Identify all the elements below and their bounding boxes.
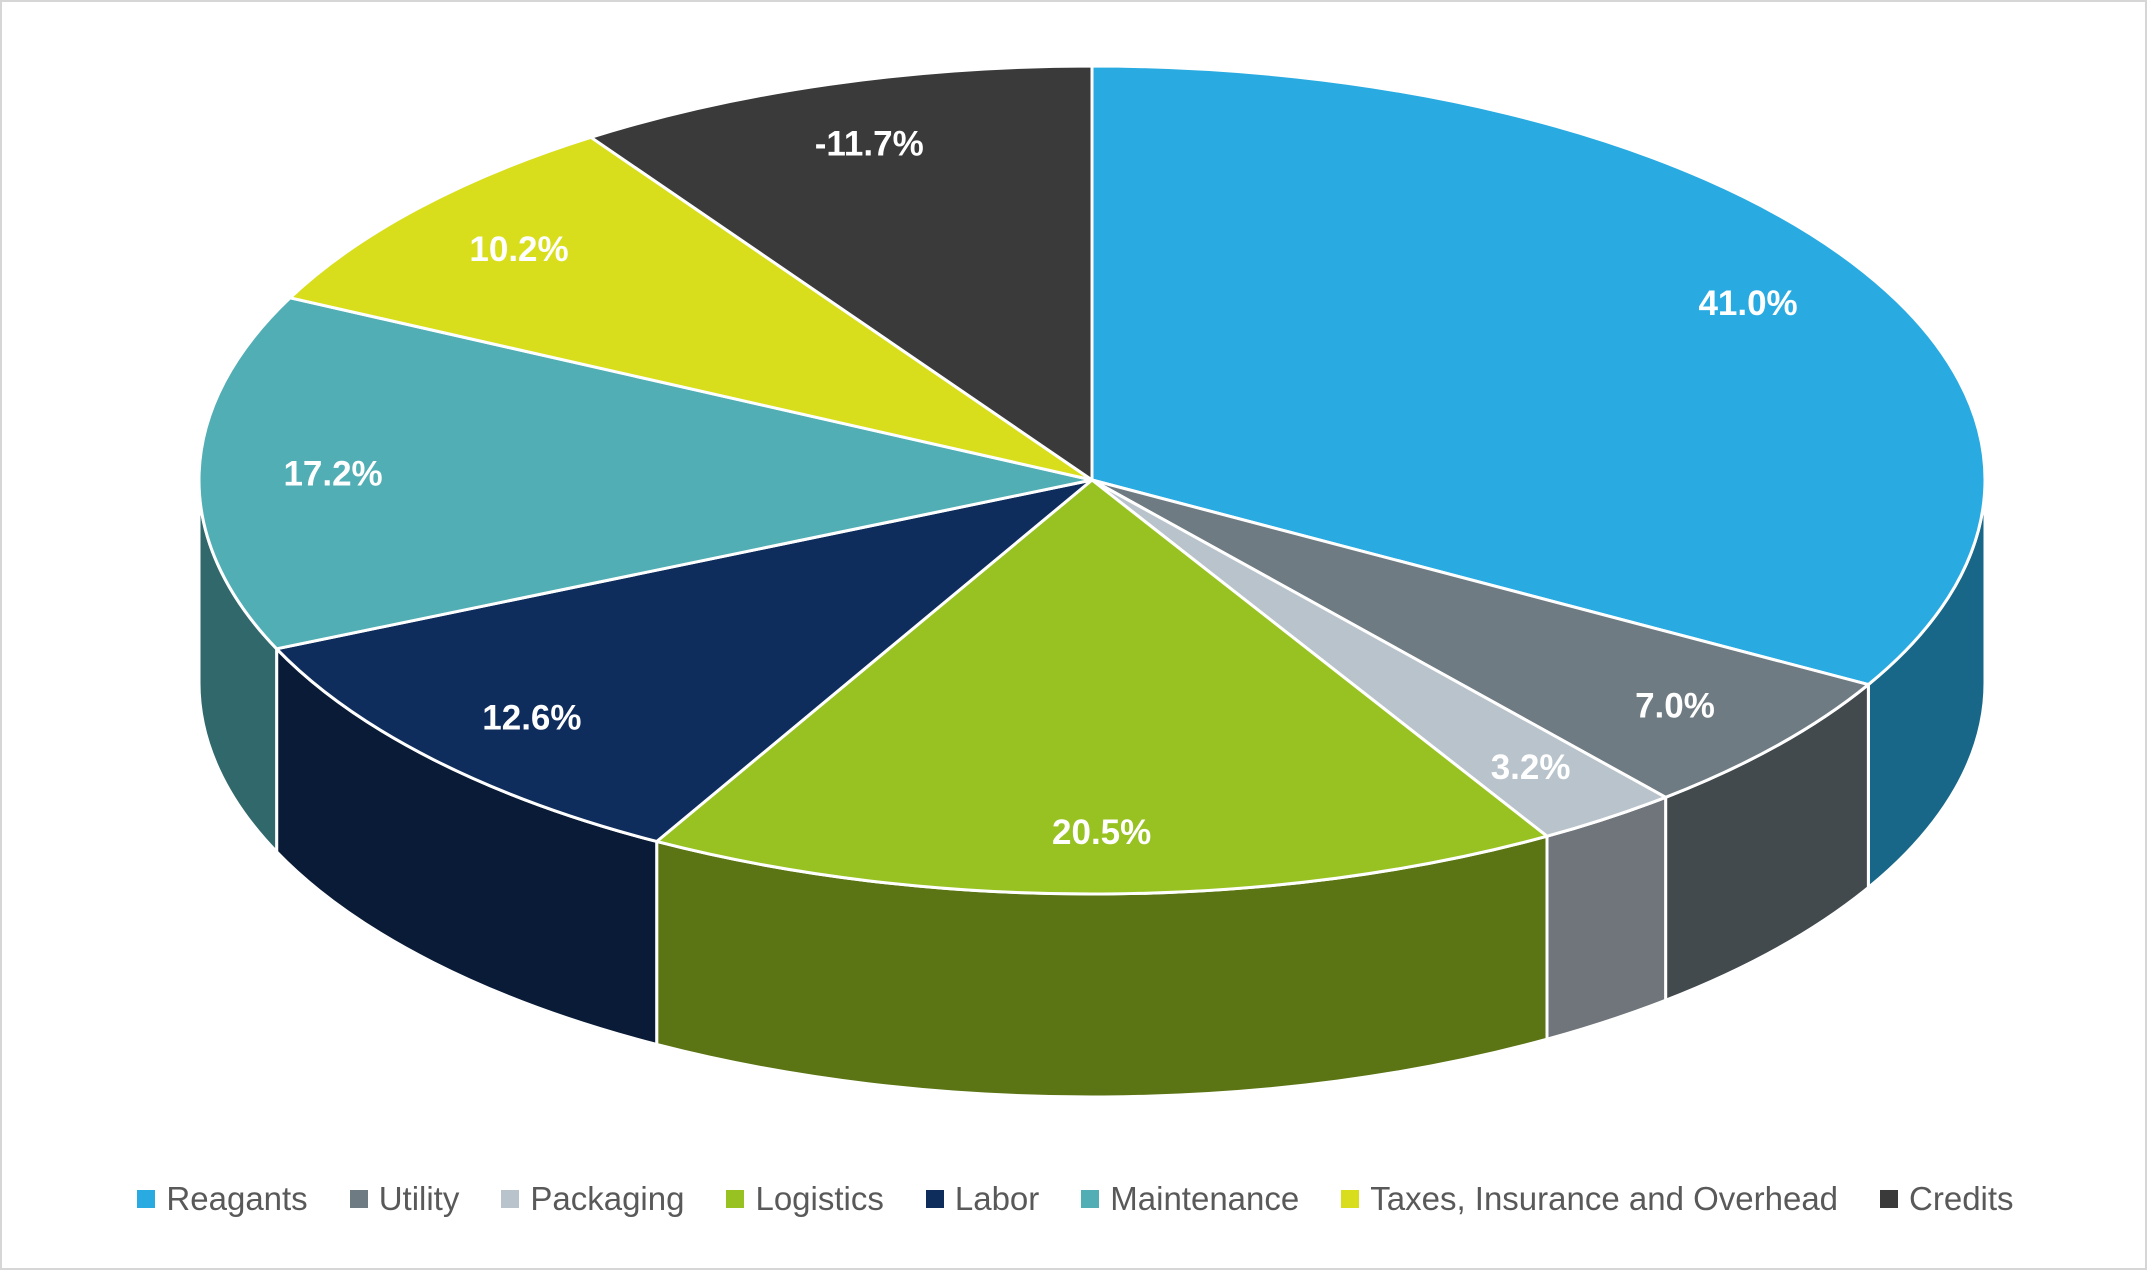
pie-slice-reagants bbox=[1090, 64, 1987, 687]
legend-item-utility: Utility bbox=[349, 1180, 460, 1218]
legend-label: Reagants bbox=[166, 1180, 308, 1217]
legend-item-taxes-insurance-and-overhead: Taxes, Insurance and Overhead bbox=[1341, 1180, 1838, 1218]
data-label-taxes-insurance-and-overhead: 10.2% bbox=[469, 230, 568, 269]
legend-swatch-icon bbox=[1880, 1190, 1899, 1208]
legend-label: Logistics bbox=[755, 1180, 884, 1217]
pie-slice-utility bbox=[1090, 478, 1870, 799]
legend-swatch-icon bbox=[137, 1190, 156, 1208]
data-label-packaging: 3.2% bbox=[1491, 748, 1571, 787]
pie-slice-taxes-insurance-and-overhead bbox=[288, 135, 1094, 482]
legend-item-logistics: Logistics bbox=[726, 1180, 884, 1218]
legend-label: Utility bbox=[378, 1180, 460, 1217]
legend-swatch-icon bbox=[349, 1190, 368, 1208]
pie-slice-side-packaging bbox=[1545, 795, 1668, 1041]
data-label-logistics: 20.5% bbox=[1052, 813, 1151, 852]
legend-item-credits: Credits bbox=[1880, 1180, 2014, 1218]
legend-label: Maintenance bbox=[1110, 1180, 1300, 1217]
legend-label: Packaging bbox=[530, 1180, 685, 1217]
pie-slice-logistics bbox=[655, 478, 1549, 896]
data-label-maintenance: 17.2% bbox=[283, 455, 382, 494]
chart-legend: Reagants Utility Packaging Logistics Labor Ma… bbox=[2, 1180, 2145, 1218]
legend-item-maintenance: Maintenance bbox=[1081, 1180, 1299, 1218]
legend-swatch-icon bbox=[501, 1190, 520, 1208]
data-label-labor: 12.6% bbox=[482, 699, 581, 738]
legend-item-packaging: Packaging bbox=[501, 1180, 684, 1218]
pie-slice-credits bbox=[589, 64, 1094, 482]
legend-swatch-icon bbox=[925, 1190, 944, 1208]
pie-slice-maintenance bbox=[197, 296, 1094, 651]
legend-swatch-icon bbox=[1341, 1190, 1360, 1208]
data-label-credits: -11.7% bbox=[815, 125, 924, 164]
pie-slice-labor bbox=[275, 478, 1094, 843]
data-label-reagants: 41.0% bbox=[1698, 284, 1797, 323]
data-label-utility: 7.0% bbox=[1635, 686, 1715, 725]
legend-label: Labor bbox=[954, 1180, 1040, 1217]
legend-swatch-icon bbox=[1081, 1190, 1100, 1208]
legend-swatch-icon bbox=[726, 1190, 745, 1208]
legend-item-labor: Labor bbox=[925, 1180, 1040, 1218]
legend-item-reagants: Reagants bbox=[137, 1180, 308, 1218]
legend-label: Taxes, Insurance and Overhead bbox=[1370, 1180, 1839, 1217]
legend-label: Credits bbox=[1909, 1180, 2014, 1217]
